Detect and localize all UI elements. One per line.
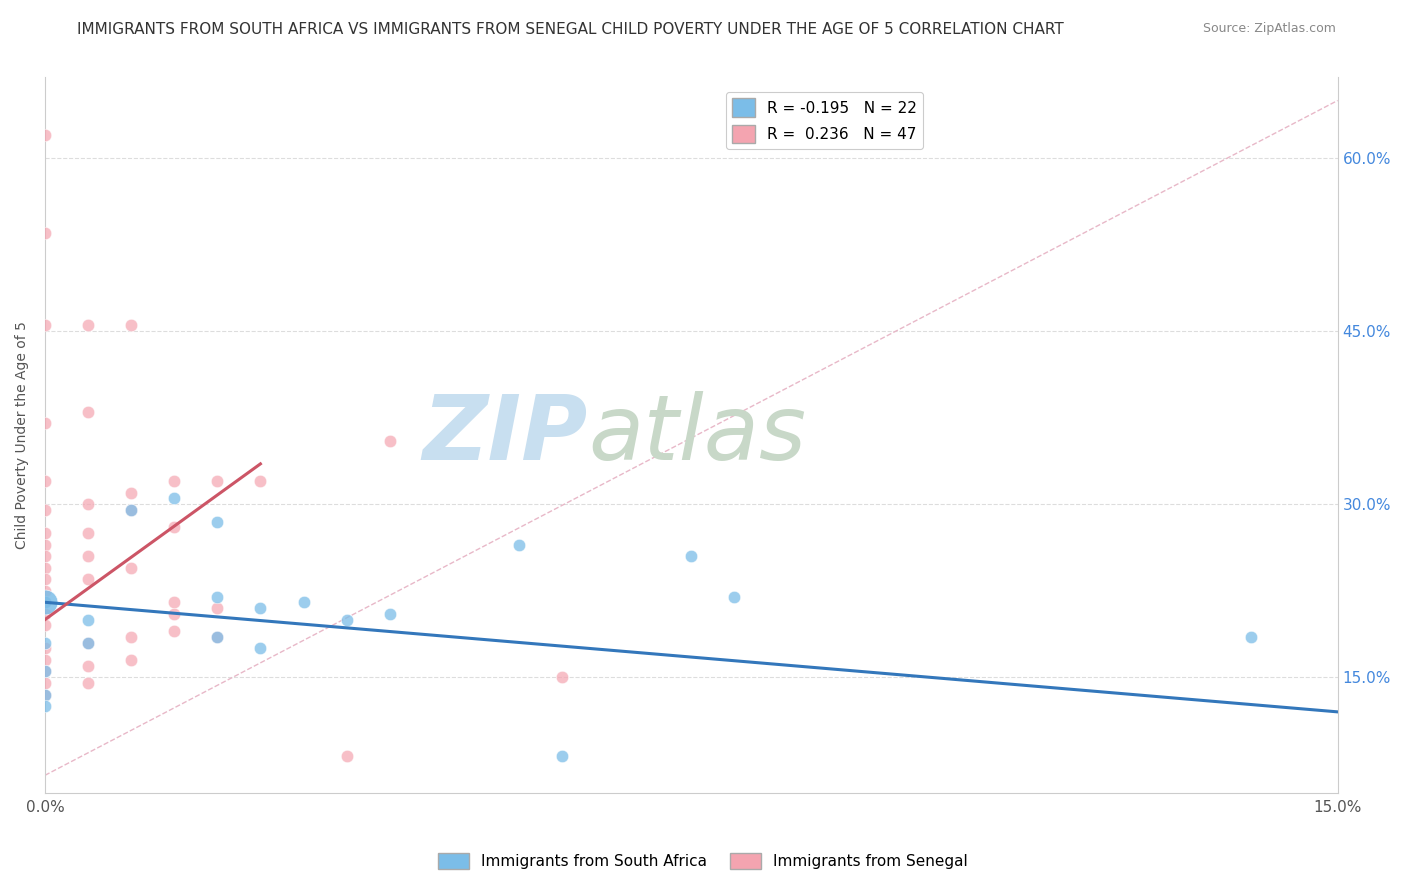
Point — [34, 635, 56, 649]
Point — [292, 595, 315, 609]
Point — [34, 699, 56, 714]
Point — [207, 515, 229, 529]
Point — [207, 590, 229, 604]
Point — [723, 590, 745, 604]
Point — [77, 526, 100, 541]
Point — [34, 128, 56, 142]
Point — [120, 560, 142, 574]
Point — [34, 641, 56, 656]
Point — [34, 688, 56, 702]
Point — [681, 549, 703, 563]
Point — [34, 688, 56, 702]
Point — [34, 583, 56, 598]
Point — [34, 526, 56, 541]
Point — [77, 658, 100, 673]
Point — [249, 474, 271, 488]
Point — [378, 607, 401, 621]
Point — [77, 497, 100, 511]
Text: IMMIGRANTS FROM SOUTH AFRICA VS IMMIGRANTS FROM SENEGAL CHILD POVERTY UNDER THE : IMMIGRANTS FROM SOUTH AFRICA VS IMMIGRAN… — [77, 22, 1064, 37]
Point — [34, 665, 56, 679]
Point — [34, 676, 56, 690]
Point — [336, 748, 359, 763]
Point — [163, 520, 186, 534]
Point — [77, 549, 100, 563]
Point — [120, 630, 142, 644]
Point — [163, 607, 186, 621]
Point — [34, 318, 56, 333]
Text: atlas: atlas — [588, 391, 806, 479]
Point — [207, 601, 229, 615]
Point — [508, 538, 530, 552]
Point — [34, 653, 56, 667]
Point — [34, 560, 56, 574]
Point — [120, 485, 142, 500]
Point — [34, 538, 56, 552]
Point — [34, 572, 56, 586]
Point — [34, 595, 56, 609]
Point — [120, 653, 142, 667]
Point — [207, 630, 229, 644]
Point — [77, 613, 100, 627]
Point — [77, 676, 100, 690]
Point — [120, 503, 142, 517]
Point — [163, 491, 186, 506]
Legend: Immigrants from South Africa, Immigrants from Senegal: Immigrants from South Africa, Immigrants… — [432, 847, 974, 875]
Point — [77, 318, 100, 333]
Point — [163, 595, 186, 609]
Text: Source: ZipAtlas.com: Source: ZipAtlas.com — [1202, 22, 1336, 36]
Point — [551, 670, 574, 684]
Point — [1240, 630, 1263, 644]
Point — [249, 601, 271, 615]
Point — [163, 474, 186, 488]
Point — [249, 641, 271, 656]
Point — [34, 549, 56, 563]
Point — [34, 417, 56, 431]
Point — [34, 665, 56, 679]
Point — [34, 503, 56, 517]
Legend: R = -0.195   N = 22, R =  0.236   N = 47: R = -0.195 N = 22, R = 0.236 N = 47 — [725, 92, 922, 149]
Point — [77, 405, 100, 419]
Point — [163, 624, 186, 639]
Point — [207, 474, 229, 488]
Point — [336, 613, 359, 627]
Text: ZIP: ZIP — [423, 391, 588, 479]
Point — [120, 318, 142, 333]
Point — [34, 474, 56, 488]
Point — [120, 503, 142, 517]
Point — [551, 748, 574, 763]
Point — [34, 607, 56, 621]
Point — [378, 434, 401, 448]
Y-axis label: Child Poverty Under the Age of 5: Child Poverty Under the Age of 5 — [15, 321, 30, 549]
Point — [34, 595, 56, 609]
Point — [77, 635, 100, 649]
Point — [77, 635, 100, 649]
Point — [34, 618, 56, 632]
Point — [77, 572, 100, 586]
Point — [207, 630, 229, 644]
Point — [34, 595, 56, 609]
Point — [34, 226, 56, 240]
